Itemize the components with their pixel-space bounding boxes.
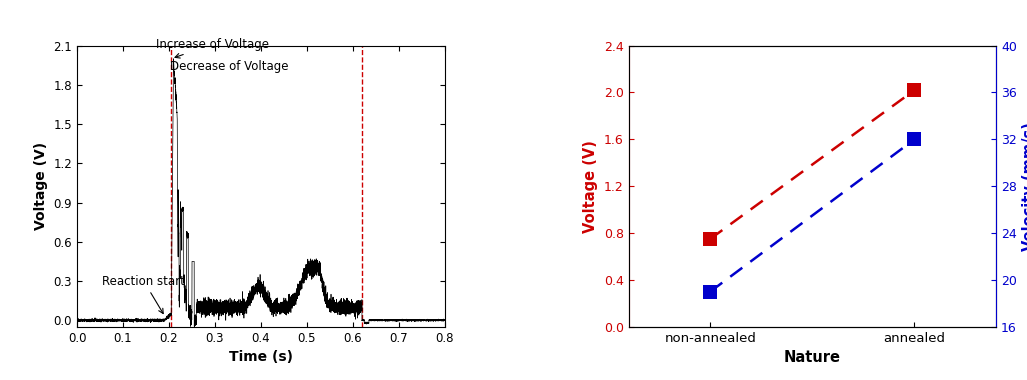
Y-axis label: Voltage (V): Voltage (V) [583,140,598,233]
Point [906,87,922,93]
Y-axis label: Velocity (mm/s): Velocity (mm/s) [1023,122,1027,251]
X-axis label: Time (s): Time (s) [229,350,293,364]
Point [702,289,719,295]
Text: Decrease of Voltage: Decrease of Voltage [170,60,289,73]
Text: Reaction start: Reaction start [103,275,185,314]
Point [906,136,922,142]
Y-axis label: Voltage (V): Voltage (V) [34,142,48,230]
X-axis label: Nature: Nature [784,350,841,365]
Point [702,236,719,242]
Text: Increase of Voltage: Increase of Voltage [156,38,269,58]
